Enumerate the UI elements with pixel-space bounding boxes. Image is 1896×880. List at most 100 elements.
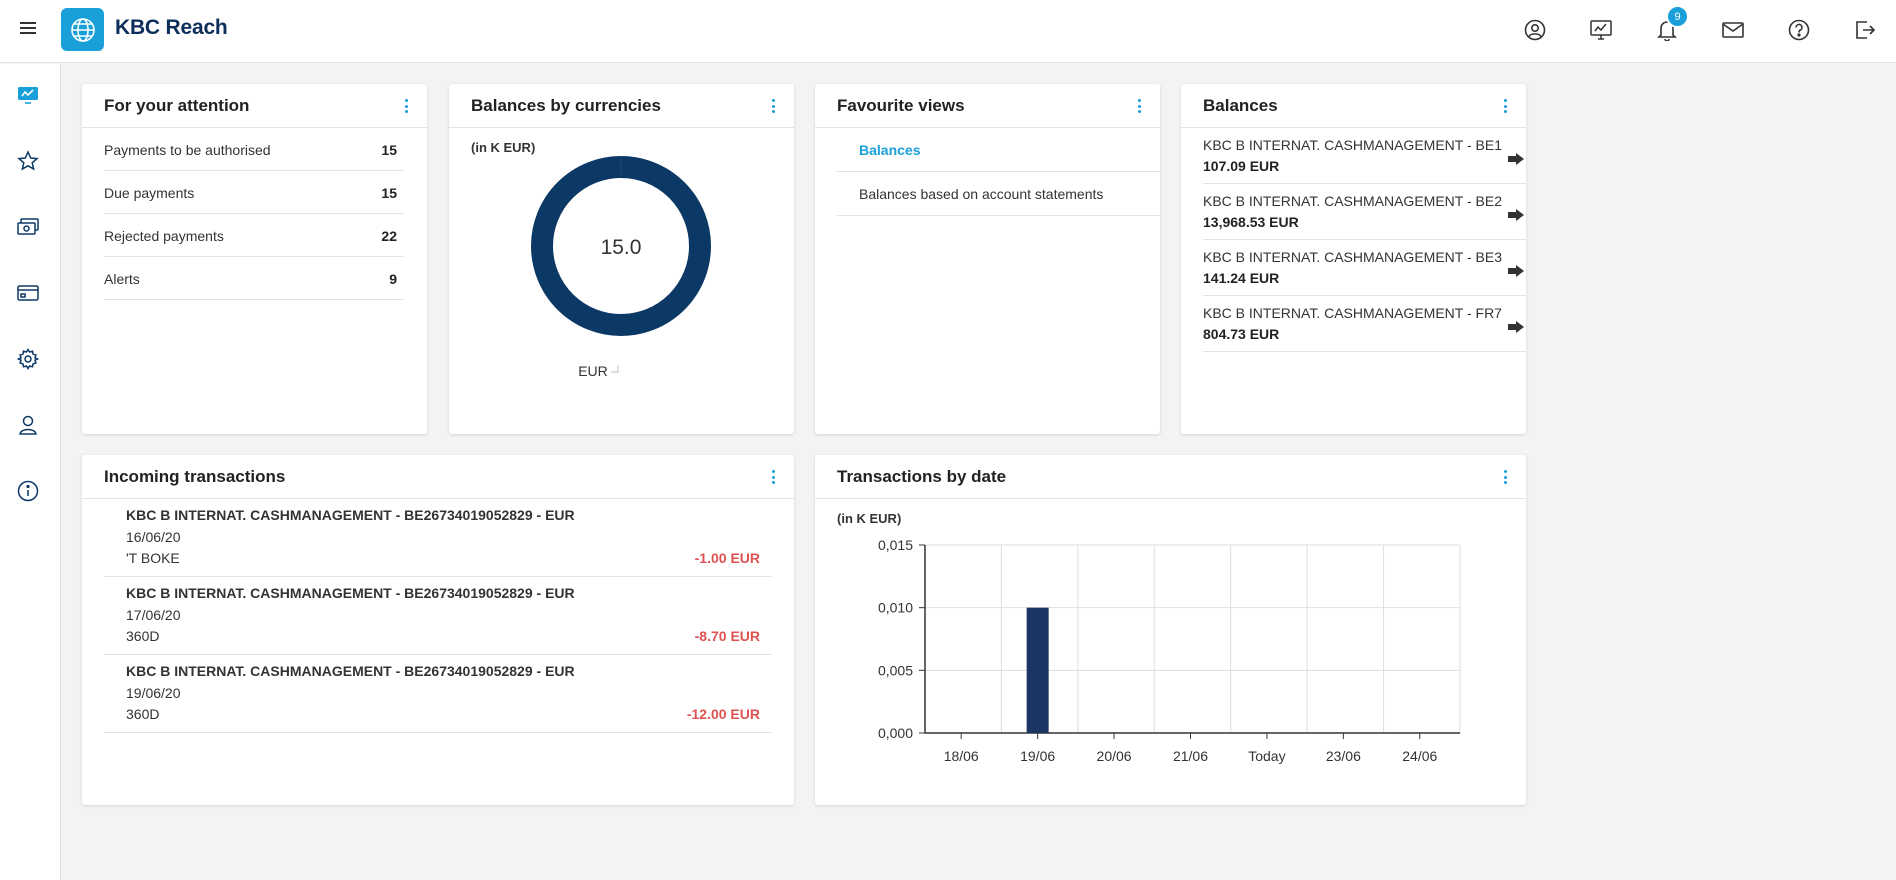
user-icon[interactable] [14,411,42,439]
card-icon[interactable] [14,279,42,307]
more-options-icon[interactable] [1134,97,1144,115]
attention-item[interactable]: Alerts 9 [104,257,404,300]
info-icon[interactable] [14,477,42,505]
attention-item[interactable]: Due payments 15 [104,171,404,214]
transaction-description: 'T BOKE [126,550,180,566]
attention-item[interactable]: Payments to be authorised 15 [104,128,404,171]
transaction-account: KBC B INTERNAT. CASHMANAGEMENT - BE26734… [126,507,575,523]
card-title: Balances [1203,96,1278,115]
arrow-right-icon[interactable] [1508,153,1524,165]
x-tick-label: Today [1248,748,1285,764]
transaction-account: KBC B INTERNAT. CASHMANAGEMENT - BE26734… [126,663,575,679]
more-options-icon[interactable] [1500,468,1510,486]
top-bar: KBC Reach 9 [0,0,1896,63]
transaction-account: KBC B INTERNAT. CASHMANAGEMENT - BE26734… [126,585,575,601]
bar[interactable] [1026,607,1049,733]
x-tick-label: 21/06 [1173,748,1208,764]
card-title: Transactions by date [837,467,1007,486]
app-title[interactable]: KBC Reach [115,16,228,39]
transaction-amount: -8.70 EUR [694,628,760,644]
balance-account: KBC B INTERNAT. CASHMANAGEMENT - FR7 [1203,305,1502,321]
x-tick-label: 24/06 [1402,748,1437,764]
hamburger-icon[interactable] [20,22,36,36]
balance-account: KBC B INTERNAT. CASHMANAGEMENT - BE2 [1203,193,1502,209]
donut-legend-label: EUR [578,363,608,379]
attention-item-label: Alerts [104,271,140,287]
balance-item[interactable]: KBC B INTERNAT. CASHMANAGEMENT - FR7 804… [1203,296,1526,352]
card-title: Incoming transactions [104,467,286,486]
more-options-icon[interactable] [401,97,411,115]
attention-item-count: 15 [381,185,397,201]
balance-account: KBC B INTERNAT. CASHMANAGEMENT - BE3 [1203,249,1502,265]
currencies-card: Balances by currencies (in K EUR) 15.0 E… [449,84,794,434]
attention-item-label: Due payments [104,185,195,201]
favourite-view-label: Balances [859,142,921,158]
transaction-amount: -12.00 EUR [686,706,760,722]
chart-unit-label: (in K EUR) [837,511,902,526]
balance-amount: 141.24 EUR [1203,270,1280,286]
y-tick-label: 0,010 [878,600,913,616]
transactions-bar-chart: 0,000 0,005 0,010 0,015 18/06 19/06 20/06 21/06… [878,537,1461,764]
balance-item[interactable]: KBC B INTERNAT. CASHMANAGEMENT - BE2 13,… [1203,184,1526,240]
card-title: Favourite views [837,96,965,115]
donut-center-value: 15.0 [601,236,642,259]
transaction-item[interactable]: KBC B INTERNAT. CASHMANAGEMENT - BE26734… [104,655,772,733]
attention-item-count: 9 [389,271,397,287]
globe-icon[interactable] [61,8,104,51]
favourite-view-label: Balances based on account statements [859,186,1104,202]
arrow-right-icon[interactable] [1508,209,1524,221]
envelope-icon[interactable] [1720,17,1746,43]
dashboard-icon[interactable] [1588,17,1614,43]
transaction-date: 19/06/20 [126,685,181,701]
logout-icon[interactable] [1852,17,1878,43]
balance-account: KBC B INTERNAT. CASHMANAGEMENT - BE1 [1203,137,1502,153]
card-header: Transactions by date [815,455,1526,499]
balance-amount: 13,968.53 EUR [1203,214,1299,230]
arrow-right-icon[interactable] [1508,265,1524,277]
transaction-item[interactable]: KBC B INTERNAT. CASHMANAGEMENT - BE26734… [104,577,772,655]
more-options-icon[interactable] [768,97,778,115]
currency-donut-chart: 15.0 EUR [531,156,711,379]
balance-item[interactable]: KBC B INTERNAT. CASHMANAGEMENT - BE1 107… [1203,128,1526,184]
help-icon[interactable] [1786,17,1812,43]
notification-badge[interactable]: 9 [1666,5,1689,28]
transaction-description: 360D [126,628,160,644]
transaction-date: 16/06/20 [126,529,181,545]
x-tick-label: 18/06 [944,748,979,764]
arrow-right-icon[interactable] [1508,321,1524,333]
card-header: Balances [1181,84,1526,128]
more-options-icon[interactable] [1500,97,1510,115]
donut-label-leader [611,365,619,373]
transaction-amount: -1.00 EUR [694,550,760,566]
more-options-icon[interactable] [768,468,778,486]
payments-icon[interactable] [14,213,42,241]
x-tick-label: 19/06 [1020,748,1055,764]
card-header: Incoming transactions [82,455,794,499]
card-title: For your attention [104,96,250,115]
gear-icon[interactable] [14,345,42,373]
sidebar [0,64,61,880]
incoming-transactions-card: Incoming transactions KBC B INTERNAT. CA… [82,455,794,805]
attention-card: For your attention Payments to be author… [82,84,427,434]
card-header: Balances by currencies [449,84,794,128]
balance-amount: 107.09 EUR [1203,158,1280,174]
star-icon[interactable] [14,147,42,175]
favourite-view-item[interactable]: Balances [837,128,1160,172]
attention-item-count: 22 [381,228,397,244]
transaction-item[interactable]: KBC B INTERNAT. CASHMANAGEMENT - BE26734… [104,499,772,577]
attention-item[interactable]: Rejected payments 22 [104,214,404,257]
favourites-card: Favourite views Balances Balances based … [815,84,1160,434]
favourite-view-item[interactable]: Balances based on account statements [837,172,1160,216]
balances-card: Balances KBC B INTERNAT. CASHMANAGEMENT … [1181,84,1526,434]
user-circle-icon[interactable] [1522,17,1548,43]
dashboard-icon[interactable] [14,81,42,109]
y-tick-label: 0,015 [878,537,913,553]
attention-item-label: Rejected payments [104,228,224,244]
y-tick-label: 0,005 [878,662,913,678]
x-tick-label: 20/06 [1097,748,1132,764]
transactions-by-date-card: Transactions by date (in K EUR) 0,000 0,0… [815,455,1526,805]
balance-item[interactable]: KBC B INTERNAT. CASHMANAGEMENT - BE3 141… [1203,240,1526,296]
chart-unit-label: (in K EUR) [471,140,536,155]
y-tick-label: 0,000 [878,725,913,741]
card-title: Balances by currencies [471,96,661,115]
